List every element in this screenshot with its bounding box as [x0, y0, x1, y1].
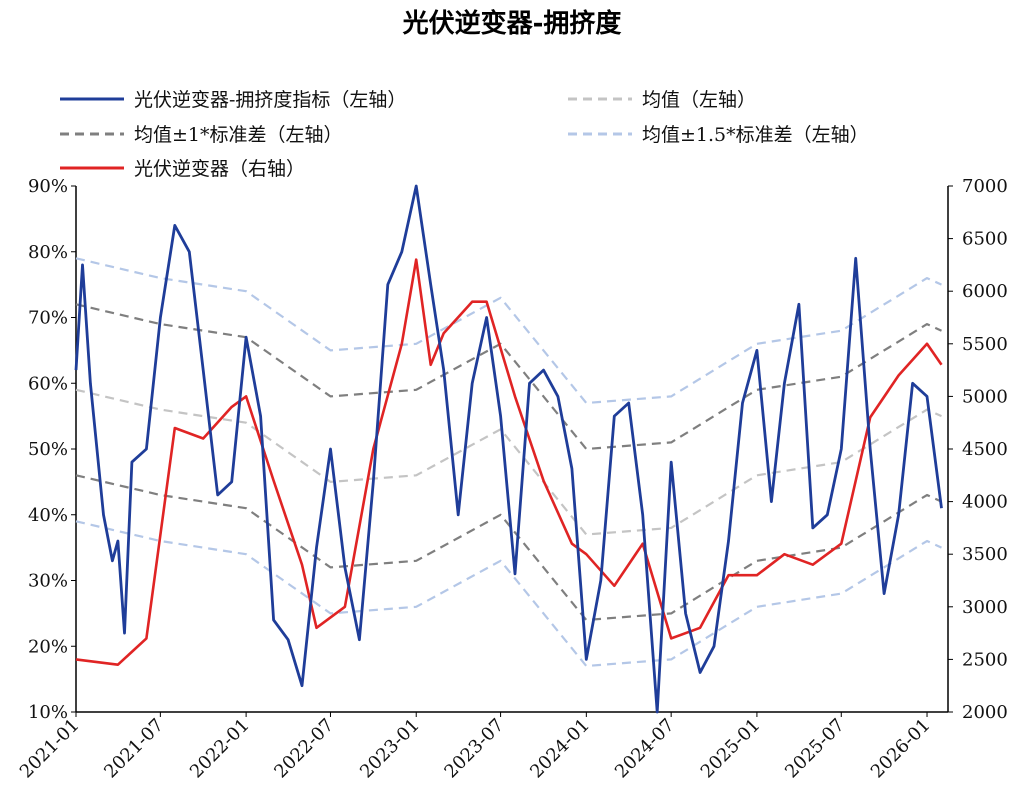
chart-title: 光伏逆变器-拥挤度	[402, 8, 622, 39]
left-tick-label: 80%	[28, 242, 68, 263]
band-lower-1.5std-line	[75, 520, 942, 668]
plot-area	[74, 184, 943, 714]
x-tick-label: 2022-07	[270, 715, 338, 783]
right-tick-label: 5500	[962, 334, 1008, 355]
left-tick-label: 40%	[28, 505, 68, 526]
legend-label: 光伏逆变器-拥挤度指标（左轴）	[134, 89, 406, 111]
x-tick-label: 2023-07	[440, 715, 508, 783]
x-tick-label: 2025-07	[781, 715, 849, 783]
left-tick-label: 50%	[28, 439, 68, 460]
legend-label: 光伏逆变器（右轴）	[134, 158, 305, 180]
band-upper-1.5std-line	[75, 257, 942, 405]
right-tick-label: 4000	[962, 492, 1008, 513]
inverter-index-line	[75, 258, 943, 666]
left-tick-label: 10%	[28, 702, 68, 723]
left-tick-label: 20%	[28, 636, 68, 657]
right-tick-label: 6500	[962, 229, 1008, 250]
x-tick-label: 2021-07	[100, 715, 168, 783]
left-tick-label: 30%	[28, 571, 68, 592]
x-tick-label: 2022-01	[186, 715, 254, 783]
right-tick-label: 6000	[962, 281, 1008, 302]
right-tick-label: 2500	[962, 649, 1008, 670]
x-tick-label: 2023-01	[356, 715, 424, 783]
legend-label: 均值（左轴）	[642, 89, 756, 111]
legend: 光伏逆变器-拥挤度指标（左轴） 均值（左轴） 均值±1*标准差（左轴） 均值±1.5*…	[60, 89, 869, 180]
axes: 10% 20% 30% 40% 50% 60% 70% 80% 90% 2000 2500 3000 3…	[16, 176, 1008, 782]
right-tick-label: 3500	[962, 544, 1008, 565]
right-tick-label: 4500	[962, 439, 1008, 460]
right-tick-label: 2000	[962, 702, 1008, 723]
x-tick-label: 2024-07	[611, 715, 679, 783]
right-tick-label: 5000	[962, 386, 1008, 407]
legend-label: 均值±1.5*标准差（左轴）	[642, 124, 869, 146]
left-tick-label: 70%	[28, 308, 68, 329]
x-tick-label: 2025-01	[697, 715, 765, 783]
right-tick-label: 7000	[962, 176, 1008, 197]
band-upper-1std-line	[75, 303, 942, 451]
right-tick-label: 3000	[962, 597, 1008, 618]
x-tick-label: 2021-01	[16, 715, 84, 783]
crowding-indicator-line	[74, 184, 943, 714]
band-lower-1std-line	[75, 474, 942, 622]
left-tick-label: 60%	[28, 373, 68, 394]
legend-label: 均值±1*标准差（左轴）	[134, 124, 343, 146]
left-tick-label: 90%	[28, 176, 68, 197]
x-tick-label: 2026-01	[867, 715, 935, 783]
x-tick-label: 2024-01	[526, 715, 594, 783]
